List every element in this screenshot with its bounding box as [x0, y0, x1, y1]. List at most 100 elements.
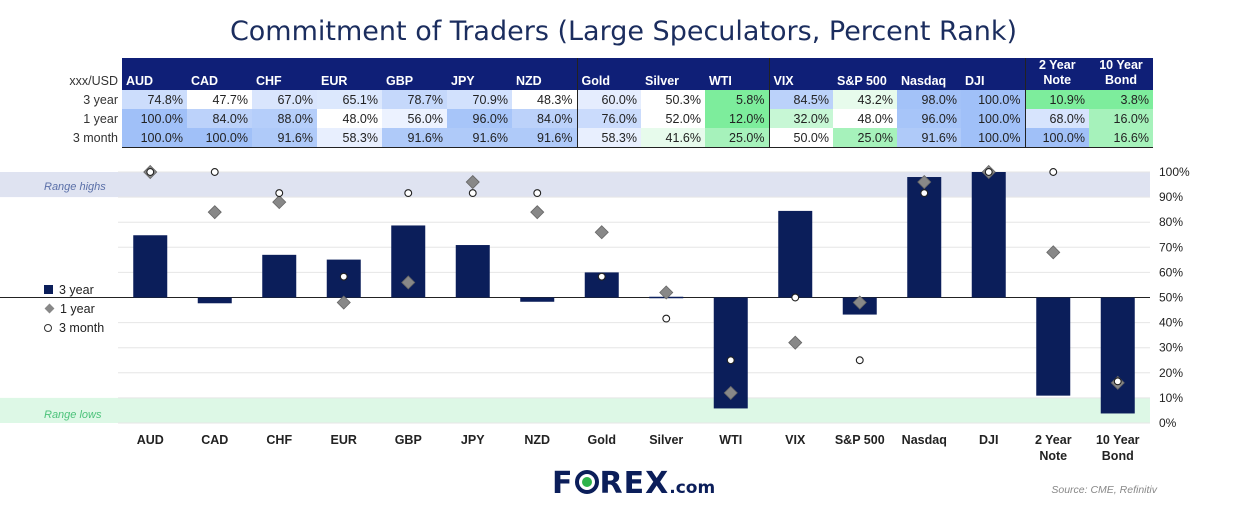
diamond-1-year [917, 174, 932, 190]
x-tick-label: AUD [137, 433, 164, 447]
bar-3-year [262, 254, 297, 298]
table-cell: 84.0% [512, 109, 577, 128]
table-cell: 50.0% [768, 128, 833, 148]
table-cell: 65.1% [317, 90, 382, 109]
table-cell: 48.0% [317, 109, 382, 128]
y-tick-label: 90% [1159, 190, 1183, 204]
column-header: 10 Year Bond [1089, 58, 1153, 90]
row-label: 1 year [83, 111, 118, 126]
x-tick-label: WTI [719, 433, 742, 447]
diamond-1-year [465, 174, 480, 190]
table-cell: 100.0% [961, 109, 1025, 128]
diamond-1-year [594, 225, 609, 240]
row-label: 3 year [83, 92, 118, 107]
circle-3-month [468, 189, 477, 198]
table-cell: 47.7% [187, 90, 252, 109]
table-cell: 5.8% [705, 90, 769, 109]
bar-3-year [1100, 297, 1135, 414]
bar-3-year [197, 297, 232, 304]
row-label: 3 month [72, 130, 118, 145]
table-cell: 74.8% [122, 90, 187, 109]
table-cell: 100.0% [1024, 128, 1089, 148]
table-cell: 78.7% [382, 90, 447, 109]
circle-3-month [791, 293, 800, 302]
table-cell: 25.0% [705, 128, 769, 148]
column-header: S&P 500 [833, 58, 897, 90]
circle-3-month [533, 189, 542, 198]
range-highs-label: Range highs [44, 181, 106, 193]
circle-3-month [275, 189, 284, 198]
forex-logo: F REX.com [552, 466, 716, 501]
diamond-1-year [659, 285, 674, 300]
x-tick-label: Silver [649, 433, 683, 447]
column-header: 2 Year Note [1024, 58, 1089, 90]
diamond-1-year [1046, 245, 1061, 260]
cot-table: xxx/USD AUD CAD CHF EUR GBP JPY NZD Gold Silver WT… [12, 58, 1153, 148]
table-cell: 91.6% [512, 128, 577, 148]
header-line-2: Bond [1105, 73, 1137, 87]
table-cell: 58.3% [317, 128, 382, 148]
range-lows-band [0, 397, 1150, 423]
table-cell: 58.3% [576, 128, 641, 148]
x-tick-label: NZD [524, 433, 550, 447]
circle-3-month [984, 168, 993, 176]
table-cell: 100.0% [961, 128, 1025, 148]
diamond-1-year [207, 205, 222, 220]
legend-item-3-month: 3 month [44, 318, 104, 337]
table-cell: 50.3% [641, 90, 705, 109]
diamond-1-year [272, 195, 287, 210]
range-lows-label: Range lows [44, 409, 102, 421]
table-cell: 84.5% [768, 90, 833, 109]
table-cell: 91.6% [447, 128, 512, 148]
x-tick-label: VIX [785, 433, 806, 447]
column-header: GBP [382, 58, 447, 90]
y-tick-label: 30% [1159, 341, 1183, 355]
table-cell: 48.3% [512, 90, 577, 109]
y-tick-label: 70% [1159, 240, 1183, 254]
column-header: JPY [447, 58, 512, 90]
table-cell: 3.8% [1089, 90, 1153, 109]
table-row: 1 year 100.0% 84.0% 88.0% 48.0% 56.0% 96.0% 84.… [12, 109, 1153, 128]
table-cell: 100.0% [122, 128, 187, 148]
circle-3-month [339, 272, 348, 281]
bar-3-year [1036, 297, 1071, 396]
table-cell: 91.6% [382, 128, 447, 148]
column-header: CAD [187, 58, 252, 90]
table-cell: 25.0% [833, 128, 897, 148]
table-cell: 100.0% [961, 90, 1025, 109]
bar-3-year [520, 297, 555, 302]
table-cell: 96.0% [897, 109, 961, 128]
circle-3-month [1049, 168, 1058, 176]
table-cell: 48.0% [833, 109, 897, 128]
circle-marker-icon [44, 323, 52, 332]
table-cell: 60.0% [576, 90, 641, 109]
x-tick-label: DJI [979, 433, 998, 447]
table-cell: 76.0% [576, 109, 641, 128]
table-cell: 100.0% [122, 109, 187, 128]
legend-item-1-year: 1 year [44, 299, 104, 318]
column-header: NZD [512, 58, 577, 90]
x-tick-label: CAD [201, 433, 228, 447]
table-cell: 96.0% [447, 109, 512, 128]
circle-3-month [146, 168, 155, 176]
logo-o-icon [574, 470, 599, 494]
x-tick-label: Gold [588, 433, 616, 447]
table-cell: 56.0% [382, 109, 447, 128]
diamond-marker-icon [44, 303, 55, 314]
column-header: WTI [705, 58, 769, 90]
table-cell: 91.6% [252, 128, 317, 148]
header-line-2: Note [1043, 73, 1072, 87]
y-tick-label: 20% [1159, 366, 1183, 380]
column-header: DJI [961, 58, 1025, 90]
y-tick-label: 10% [1159, 391, 1183, 405]
chart-title: Commitment of Traders (Large Speculators… [229, 16, 1018, 47]
circle-3-month [855, 356, 864, 365]
x-tick-label: JPY [461, 433, 485, 447]
diamond-1-year [530, 205, 545, 220]
bar-swatch-icon [44, 285, 53, 294]
table-cell: 10.9% [1024, 90, 1089, 109]
y-tick-label: 80% [1159, 215, 1183, 229]
diamond-1-year [723, 385, 738, 400]
table-cell: 88.0% [252, 109, 317, 128]
